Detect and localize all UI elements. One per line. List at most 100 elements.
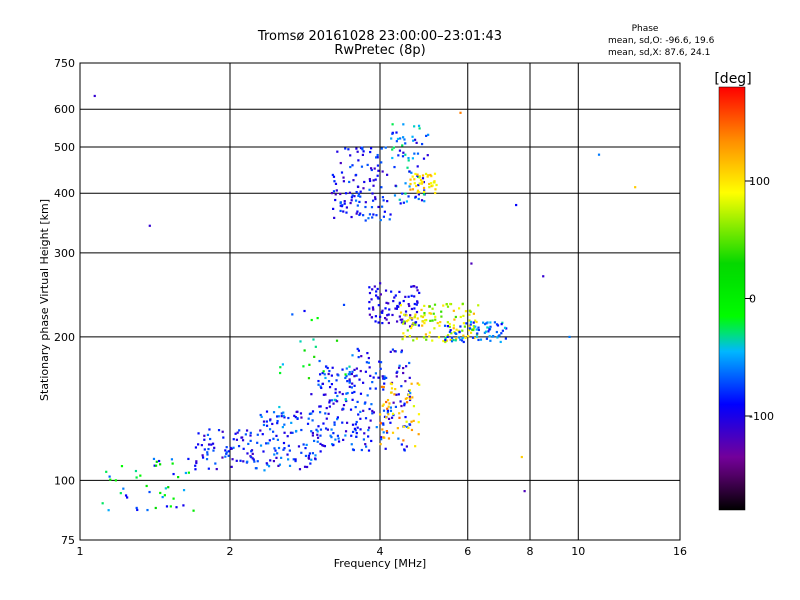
data-point: [203, 434, 206, 437]
data-point: [296, 417, 299, 420]
data-point: [407, 393, 410, 396]
data-point: [175, 506, 178, 509]
data-point: [453, 318, 456, 321]
data-point: [344, 192, 348, 195]
data-point: [101, 502, 104, 505]
data-point: [459, 315, 462, 319]
data-point: [391, 313, 394, 317]
data-point: [382, 199, 385, 202]
data-point: [472, 324, 475, 328]
data-point: [370, 439, 373, 443]
data-point: [382, 377, 385, 380]
data-point: [350, 199, 353, 202]
data-point: [418, 383, 421, 386]
data-point: [283, 423, 286, 426]
data-point: [300, 428, 303, 432]
data-point: [476, 332, 479, 335]
data-point: [404, 415, 407, 419]
data-point: [369, 374, 372, 377]
data-point: [225, 452, 228, 455]
data-point: [300, 451, 303, 454]
chart-subtitle: RwPretec (8p): [334, 43, 425, 58]
data-point: [422, 190, 426, 193]
data-point: [355, 147, 358, 150]
data-point: [397, 305, 400, 308]
data-point: [394, 294, 397, 297]
data-point: [272, 430, 275, 433]
data-point: [323, 445, 327, 448]
data-point: [339, 204, 342, 207]
data-point: [408, 325, 412, 328]
data-point: [295, 429, 298, 433]
data-point: [262, 420, 266, 423]
data-point: [442, 304, 445, 307]
data-point: [363, 180, 366, 184]
data-point: [367, 426, 371, 429]
data-point: [455, 337, 458, 341]
data-point: [395, 393, 398, 396]
data-point: [328, 401, 331, 404]
data-point: [469, 331, 473, 334]
data-point: [333, 421, 336, 424]
data-point: [374, 320, 377, 323]
data-point: [333, 216, 336, 220]
data-point: [351, 391, 354, 395]
data-point: [449, 338, 452, 341]
data-point: [398, 412, 401, 415]
data-point: [427, 133, 430, 136]
data-point: [408, 185, 411, 188]
data-point: [417, 183, 420, 187]
data-point: [485, 337, 489, 340]
data-point: [377, 297, 380, 300]
x-tick-label: 4: [377, 545, 384, 558]
data-point: [277, 415, 280, 418]
data-point: [307, 457, 311, 460]
data-point: [371, 380, 374, 384]
data-point: [423, 322, 426, 325]
data-point: [369, 387, 372, 390]
data-point: [120, 465, 124, 468]
data-point: [205, 458, 209, 461]
data-point: [393, 350, 396, 353]
data-point: [344, 147, 347, 150]
data-point: [467, 329, 471, 332]
data-point: [332, 190, 336, 193]
data-point: [332, 432, 335, 435]
data-point: [368, 213, 372, 216]
data-point: [280, 415, 283, 418]
data-point: [152, 457, 156, 461]
data-point: [368, 178, 371, 181]
data-point: [224, 455, 227, 458]
data-point: [335, 339, 339, 342]
data-point: [422, 193, 426, 196]
data-point: [401, 338, 404, 341]
data-point: [214, 462, 217, 465]
data-point: [431, 319, 434, 322]
data-point: [389, 350, 392, 353]
data-point: [463, 325, 466, 328]
data-point: [239, 459, 242, 462]
data-point: [477, 338, 480, 342]
data-point: [445, 335, 448, 338]
data-point: [287, 458, 290, 461]
data-point: [349, 165, 352, 169]
data-point: [316, 436, 320, 439]
chart-title: Tromsø 20161028 23:00:00–23:01:43: [257, 29, 502, 44]
data-point: [445, 339, 448, 342]
data-point: [488, 335, 491, 338]
data-point: [364, 370, 367, 373]
data-point: [367, 435, 370, 438]
data-point: [304, 454, 308, 458]
data-point: [385, 318, 388, 321]
data-point: [381, 309, 384, 312]
data-point: [263, 469, 266, 472]
data-point: [351, 354, 354, 357]
data-point: [384, 146, 387, 149]
data-point: [398, 290, 401, 294]
data-point: [373, 167, 376, 170]
data-point: [499, 340, 502, 344]
data-point: [194, 446, 198, 449]
data-point: [433, 172, 437, 175]
data-point: [405, 320, 409, 323]
data-point: [335, 189, 338, 192]
